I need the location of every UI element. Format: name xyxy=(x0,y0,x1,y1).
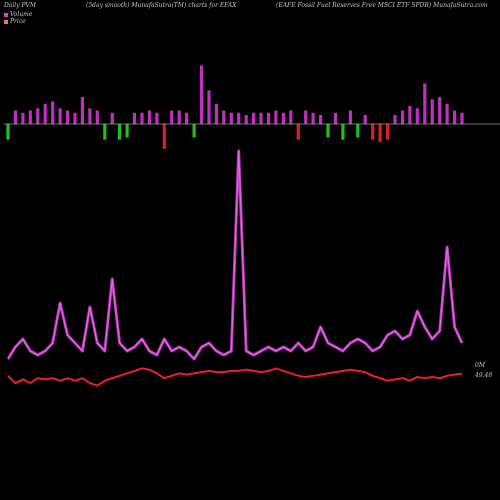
volume-bar xyxy=(6,124,10,140)
volume-bar xyxy=(252,112,256,125)
volume-bar xyxy=(28,110,32,124)
volume-bar xyxy=(259,112,263,125)
volume-bar xyxy=(147,110,151,124)
volume-bar xyxy=(36,108,40,124)
volume-bar xyxy=(333,112,338,125)
volume-bar xyxy=(21,112,25,125)
volume-bar xyxy=(73,112,77,125)
volume-bar xyxy=(237,112,241,125)
volume-bar xyxy=(214,103,218,125)
volume-bar xyxy=(43,103,47,125)
legend-volume-label: Volume xyxy=(10,11,33,18)
volume-bar xyxy=(460,112,464,125)
volume-bar xyxy=(423,83,427,124)
price-value-label: 49.48 xyxy=(474,372,492,379)
volume-bar xyxy=(199,65,204,124)
line-group xyxy=(6,149,464,387)
volume-bar xyxy=(289,110,293,124)
volume-bar xyxy=(185,112,189,125)
volume-bar xyxy=(162,124,166,149)
volume-bar xyxy=(65,110,70,124)
legend-volume: Volume xyxy=(4,11,32,18)
volume-bar xyxy=(88,108,92,124)
volume-bar xyxy=(453,110,457,124)
volume-bar xyxy=(118,124,122,140)
volume-bar xyxy=(311,112,315,125)
legend-price-label: Price xyxy=(10,18,26,25)
volume-bar xyxy=(207,90,211,125)
volume-bar xyxy=(393,115,397,124)
volume-bar xyxy=(132,112,137,125)
volume-bar xyxy=(274,110,278,124)
volume-bar xyxy=(229,112,233,125)
volume-bar xyxy=(192,124,196,138)
volume-bar xyxy=(155,112,159,125)
volume-bar xyxy=(378,124,382,142)
volume-bar xyxy=(445,103,449,125)
legend-price: Price xyxy=(4,18,26,25)
volume-bar xyxy=(13,110,17,124)
volume-bar xyxy=(341,124,345,140)
volume-series-line xyxy=(7,150,463,360)
volume-bar xyxy=(110,112,114,125)
volume-bar xyxy=(140,112,144,125)
volume-bar xyxy=(80,97,84,124)
volume-bar xyxy=(177,110,181,124)
volume-bar xyxy=(281,112,285,125)
chart-header-left: Daily PVM xyxy=(4,2,37,9)
volume-bar xyxy=(348,110,352,124)
volume-bar xyxy=(326,124,330,138)
volume-value-label: 0M xyxy=(475,362,486,369)
volume-bar xyxy=(408,106,412,124)
volume-bar xyxy=(386,124,390,140)
bar-group xyxy=(6,65,464,149)
volume-bar xyxy=(170,110,174,124)
volume-bar xyxy=(415,108,419,124)
volume-bar xyxy=(58,108,62,124)
volume-bar xyxy=(95,110,99,124)
volume-bar xyxy=(103,124,107,140)
volume-bar xyxy=(430,99,434,125)
chart-header-title: (5day smooth) MunafaSutra(TM) charts for… xyxy=(86,2,237,9)
volume-bar xyxy=(296,124,300,140)
volume-bar xyxy=(438,97,442,124)
volume-bar xyxy=(266,112,271,125)
volume-bar xyxy=(51,101,55,124)
legend-volume-swatch xyxy=(4,12,8,17)
volume-bar xyxy=(244,115,248,124)
chart-header-symbol: (EAFE Fossil Fuel Reserves Free MSCI ETF… xyxy=(276,2,488,9)
volume-bar xyxy=(371,124,375,140)
volume-bar xyxy=(400,110,405,124)
volume-bar xyxy=(304,110,308,124)
volume-bar xyxy=(363,115,367,124)
volume-bar xyxy=(356,124,360,138)
volume-bar xyxy=(125,124,129,138)
volume-bar xyxy=(222,110,226,124)
volume-bar xyxy=(319,115,323,124)
legend-price-swatch xyxy=(4,19,8,24)
price-series-line xyxy=(7,367,463,387)
